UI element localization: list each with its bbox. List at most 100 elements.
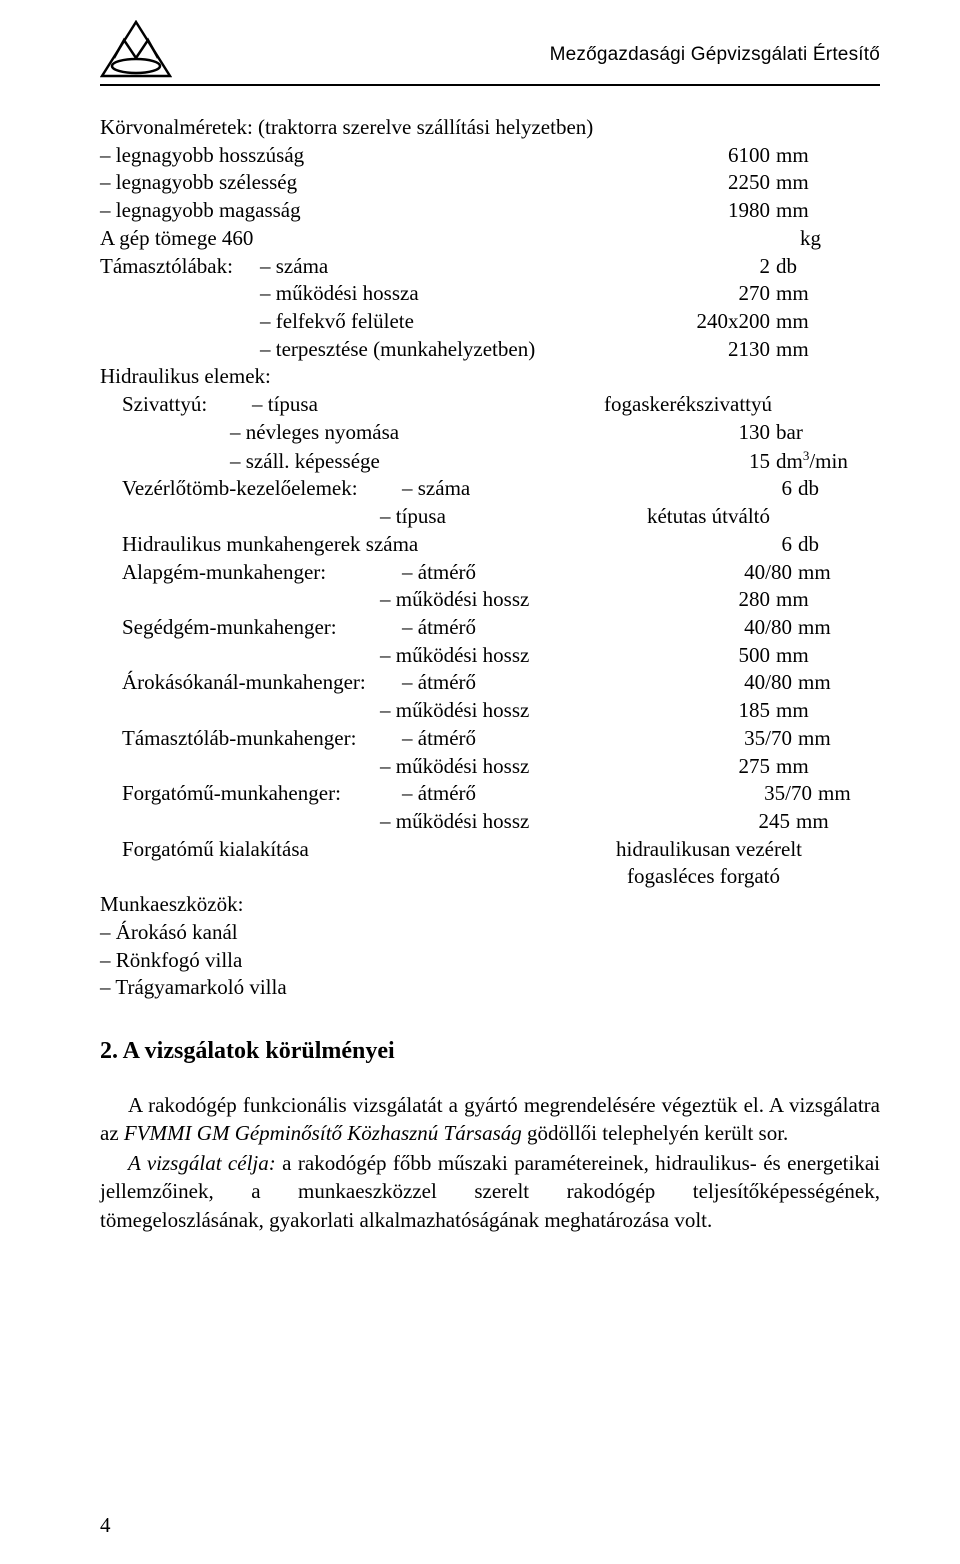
spec-sublabel: – típusa [252,391,452,419]
spec-row: Vezérlőtömb-kezelőelemek: – száma 6 db [100,475,880,503]
spec-value: 270 [570,280,776,308]
section-heading: 2. A vizsgálatok körülményei [100,1038,880,1065]
spec-unit: dm3/min [776,447,856,476]
spec-unit: db [776,253,856,281]
spec-value: 280 [570,586,776,614]
spec-unit: mm [776,197,856,225]
specs-block: Körvonalméretek: (traktorra szerelve szá… [100,114,880,1002]
spec-value: 6 [592,531,798,559]
list-item: – Trágyamarkoló villa [100,974,880,1002]
logo-icon [100,20,172,78]
spec-row: – legnagyobb magasság 1980 mm [100,197,880,225]
spec-label: – legnagyobb szélesség [100,169,340,197]
spec-row: – terpesztése (munkahelyzetben) 2130 mm [100,336,880,364]
spec-value: 185 [570,697,776,725]
spec-row: Támasztólábak: – száma 2 db [100,253,880,281]
spec-group-label: Támasztólábak: [100,253,260,281]
spec-group-label: Szivattyú: [100,391,252,419]
spec-value: 40/80 [592,559,798,587]
spec-value: 130 [570,419,776,447]
spec-unit: mm [776,142,856,170]
spec-unit: kg [800,225,880,253]
spec-sublabel: – felfekvő felülete [260,308,570,336]
document-page: Mezőgazdasági Gépvizsgálati Értesítő Kör… [0,0,960,1564]
spec-unit: mm [798,559,878,587]
spec-unit: mm [776,753,856,781]
spec-value: 6100 [570,142,776,170]
spec-unit: bar [776,419,856,447]
spec-unit: mm [776,308,856,336]
spec-sublabel: – terpesztése (munkahelyzetben) [260,336,570,364]
spec-row: – legnagyobb hosszúság 6100 mm [100,142,880,170]
spec-sublabel: – száll. képessége [230,448,570,476]
spec-value: hidraulikusan vezérelt [522,836,808,864]
spec-unit: mm [818,780,898,808]
spec-value: 245 [590,808,796,836]
spec-unit: mm [776,642,856,670]
spec-value: 35/70 [592,725,798,753]
spec-row: Segédgém-munkahenger: – átmérő 40/80 mm [100,614,880,642]
spec-row: – működési hossz 185 mm [100,697,880,725]
spec-value: 275 [570,753,776,781]
spec-unit: db [798,475,878,503]
text: gödöllői telephelyén került sor. [522,1121,789,1145]
spec-row: – működési hossz 280 mm [100,586,880,614]
spec-unit: mm [776,697,856,725]
spec-sublabel: – működési hossz [380,753,570,781]
spec-value: kétutas útváltó [500,503,776,531]
spec-row: – működési hossz 245 mm [100,808,880,836]
spec-group-label: Alapgém-munkahenger: [100,559,402,587]
spec-row: – felfekvő felülete 240x200 mm [100,308,880,336]
spec-row: – legnagyobb szélesség 2250 mm [100,169,880,197]
page-header: Mezőgazdasági Gépvizsgálati Értesítő [100,20,880,86]
spec-sublabel: – száma [260,253,570,281]
spec-value: 40/80 [592,669,798,697]
spec-group-label: Forgatómű-munkahenger: [100,780,402,808]
journal-title: Mezőgazdasági Gépvizsgálati Értesítő [550,44,880,66]
spec-sublabel: – átmérő [402,725,592,753]
spec-row: – működési hossz 500 mm [100,642,880,670]
spec-row: Támasztóláb-munkahenger: – átmérő 35/70 … [100,725,880,753]
spec-value: 1980 [570,197,776,225]
spec-sublabel: – működési hossz [380,697,570,725]
spec-group-label: Támasztóláb-munkahenger: [100,725,402,753]
spec-sublabel: – átmérő [402,559,592,587]
spec-value: 500 [570,642,776,670]
spec-unit: mm [776,336,856,364]
spec-unit: mm [798,669,878,697]
spec-value: 240x200 [570,308,776,336]
spec-label: Hidraulikus munkahengerek száma [100,531,592,559]
spec-unit: mm [798,725,878,753]
spec-value: 15 [570,448,776,476]
paragraph: A vizsgálat célja: a rakodógép főbb műsz… [100,1149,880,1233]
spec-sublabel: – száma [402,475,592,503]
spec-group-label: Segédgém-munkahenger: [100,614,402,642]
specs-heading: Körvonalméretek: (traktorra szerelve szá… [100,114,880,142]
spec-sublabel: – névleges nyomása [230,419,570,447]
spec-row: – működési hossz 275 mm [100,753,880,781]
list-item: – Árokásó kanál [100,919,880,947]
spec-value: 2 [570,253,776,281]
spec-row: – működési hossza 270 mm [100,280,880,308]
text-italic: FVMMI GM Gépminősítő Közhasznú Társaság [124,1121,522,1145]
spec-row: – névleges nyomása 130 bar [100,419,880,447]
spec-value: 35/70 [612,780,818,808]
spec-value: fogasléces forgató [590,863,786,891]
spec-sublabel: – típusa [380,503,500,531]
spec-sublabel: – átmérő [402,614,592,642]
spec-unit: mm [776,586,856,614]
spec-value: 2250 [570,169,776,197]
spec-unit: mm [798,614,878,642]
spec-row: Szivattyú: – típusa fogaskerékszivattyú [100,391,880,419]
list-item: – Rönkfogó villa [100,947,880,975]
spec-value: fogaskerékszivattyú [452,391,778,419]
spec-sublabel: – átmérő [402,780,612,808]
spec-value: 6 [592,475,798,503]
spec-group-label: Munkaeszközök: [100,891,880,919]
spec-sublabel: – átmérő [402,669,592,697]
spec-row: Forgatómű kialakítása hidraulikusan vezé… [100,836,880,864]
spec-row: A gép tömege 460 kg [100,225,880,253]
spec-label: – legnagyobb magasság [100,197,340,225]
paragraph: A rakodógép funkcionális vizsgálatát a g… [100,1091,880,1147]
spec-sublabel: – működési hossz [380,586,570,614]
